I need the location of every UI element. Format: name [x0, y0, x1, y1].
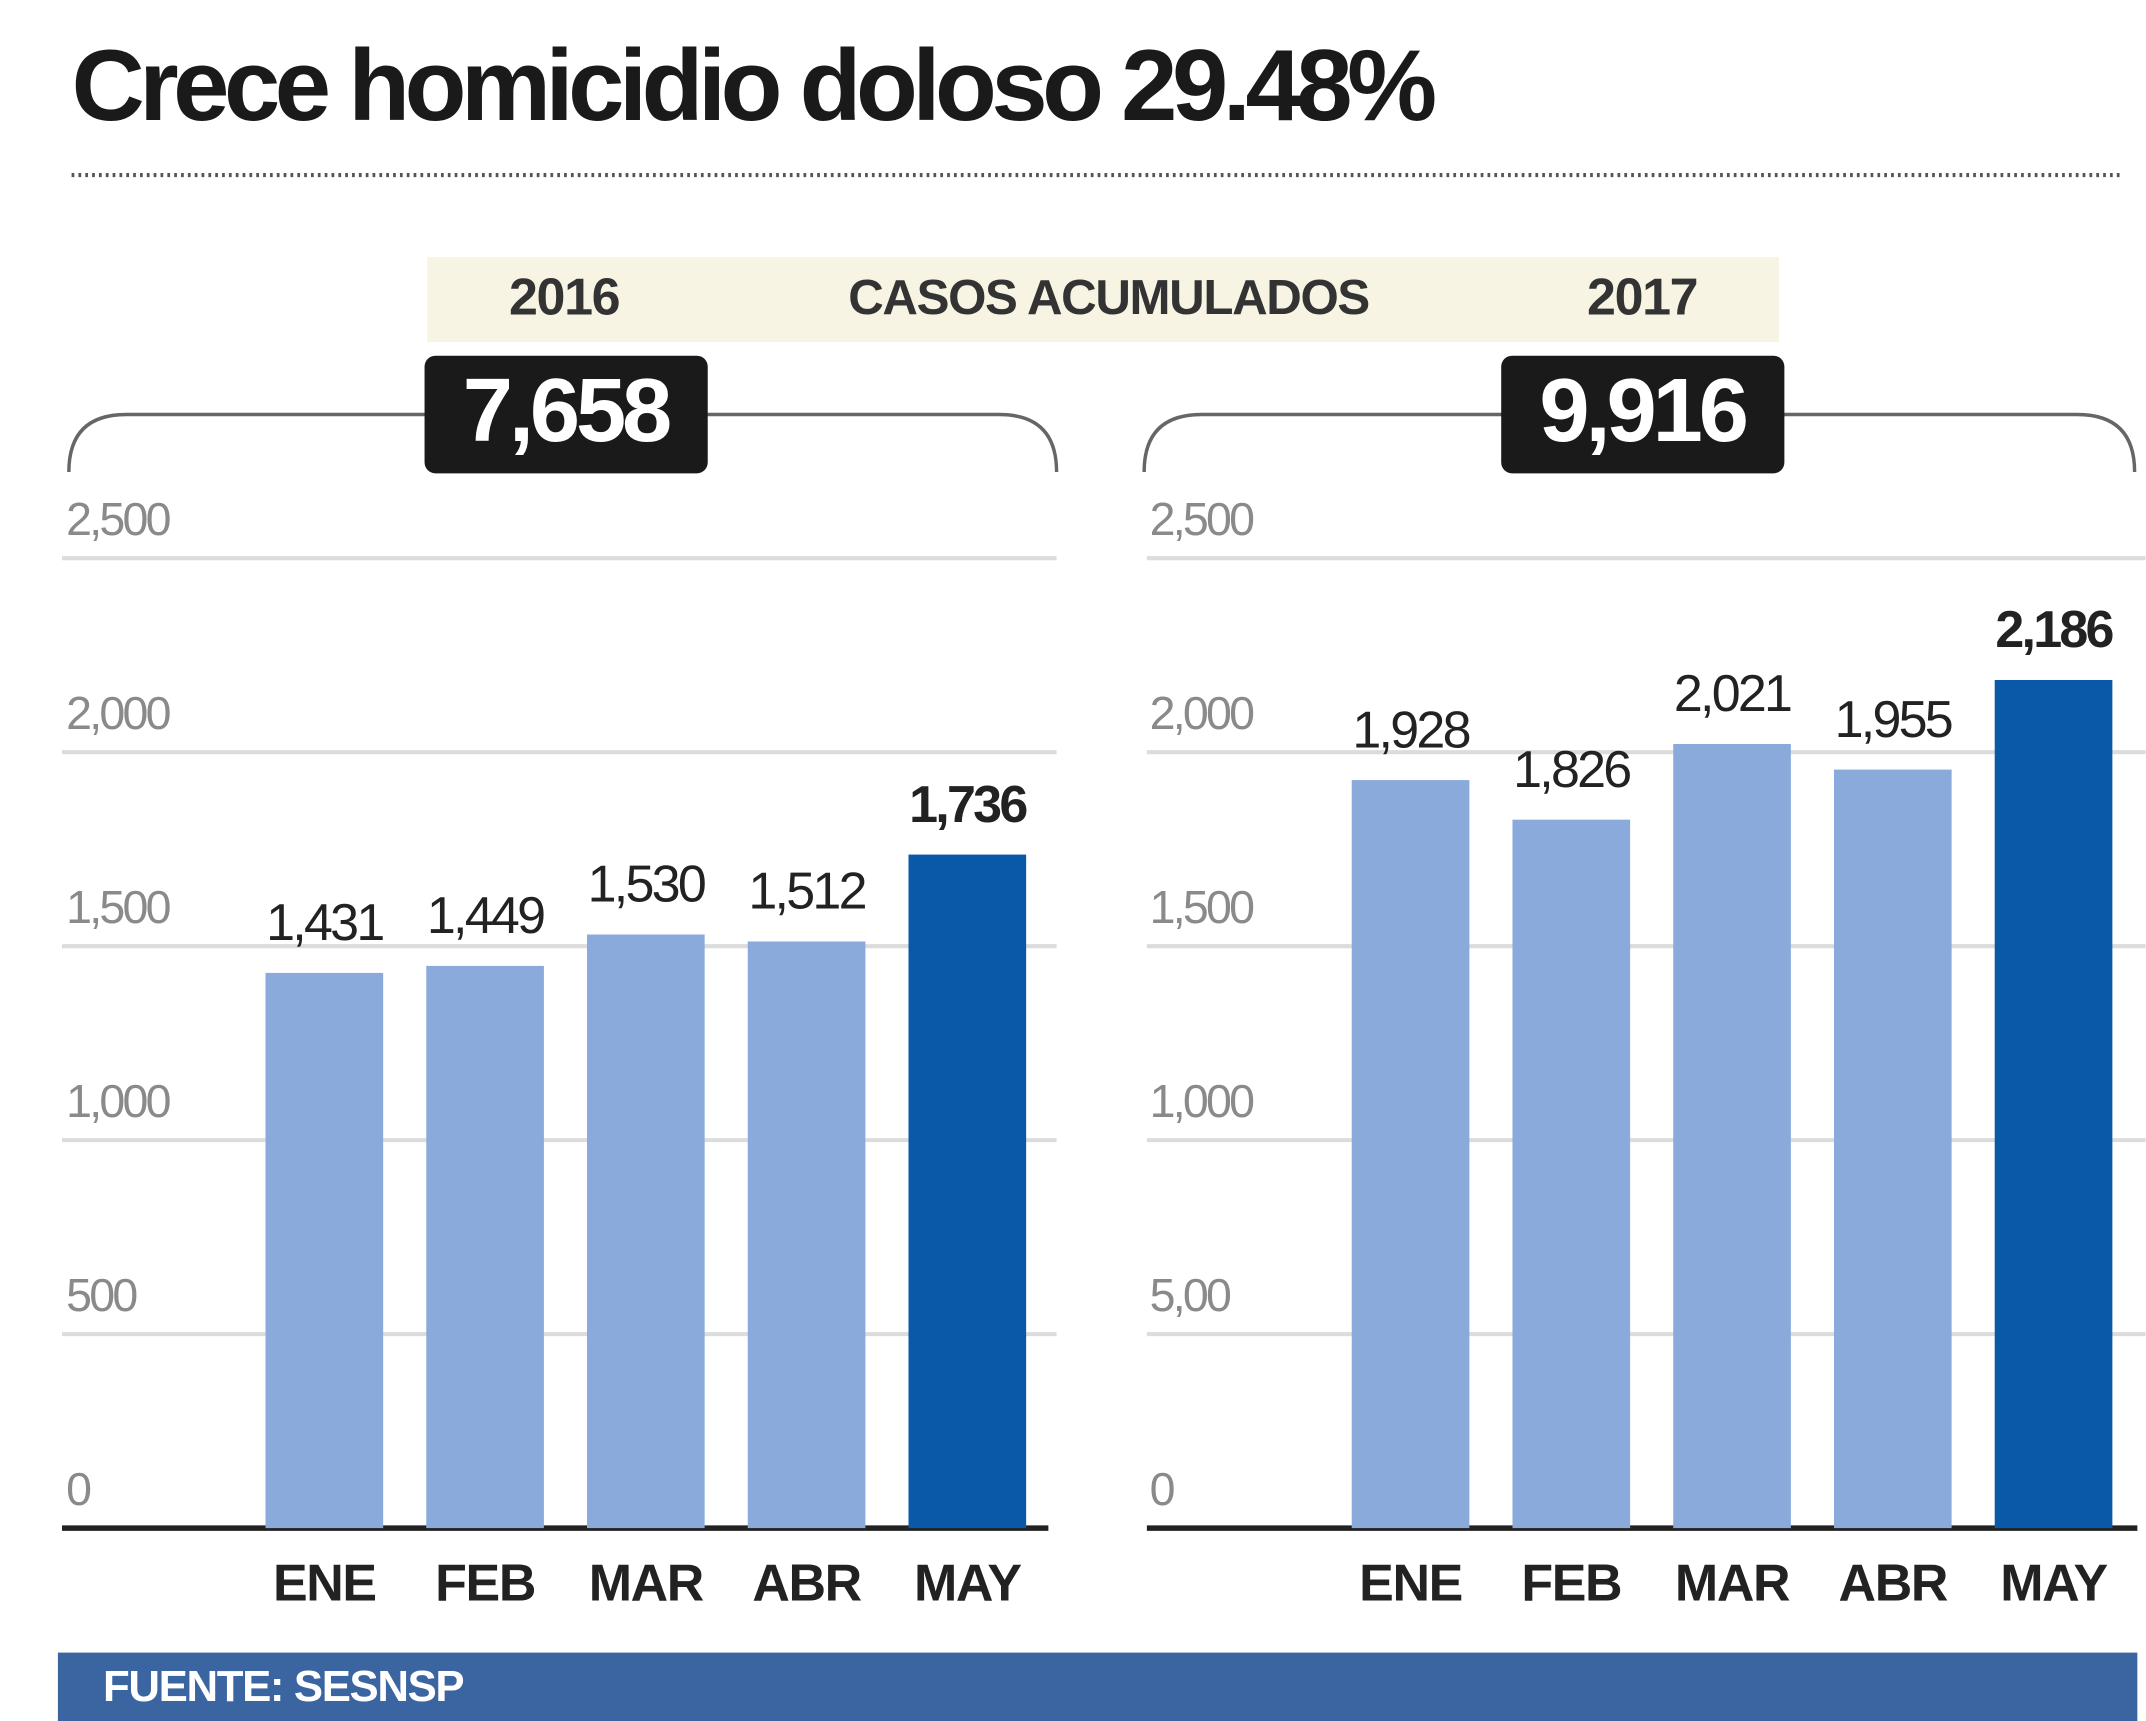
x-tick-label: MAR	[589, 1555, 704, 1613]
y-tick-label: 1,500	[1150, 881, 1255, 933]
value-label: 1,736	[909, 776, 1027, 834]
value-label: 2,021	[1674, 665, 1791, 723]
y-tick-label: 0	[1150, 1463, 1175, 1515]
bar	[1994, 679, 2113, 1529]
y-tick-label: 0	[66, 1463, 91, 1515]
x-tick-label: ENE	[273, 1555, 376, 1613]
y-tick-label: 5,00	[1150, 1269, 1231, 1321]
x-tick-label: ABR	[1839, 1555, 1948, 1613]
header-band	[427, 257, 1779, 343]
x-tick-label: MAR	[1675, 1555, 1790, 1613]
total-box	[424, 355, 708, 474]
bar	[587, 934, 705, 1529]
bar	[908, 854, 1027, 1529]
footer-band	[57, 1652, 2138, 1721]
bar	[426, 965, 544, 1529]
y-tick-label: 2,500	[66, 493, 171, 545]
year-label: 2017	[1587, 269, 1697, 327]
value-label: 1,826	[1513, 741, 1630, 799]
x-tick-label: ABR	[752, 1555, 861, 1613]
bar	[1351, 780, 1470, 1529]
bar	[1512, 819, 1631, 1529]
bar	[747, 941, 866, 1529]
y-tick-label: 2,000	[1150, 687, 1255, 739]
bar	[1833, 769, 1952, 1529]
x-tick-label: MAY	[2000, 1555, 2107, 1613]
bar	[265, 972, 384, 1529]
x-tick-label: MAY	[914, 1555, 1021, 1613]
x-tick-label: ENE	[1359, 1555, 1462, 1613]
year-label: 2016	[509, 269, 620, 327]
bar	[1673, 744, 1791, 1529]
total-label: 9,916	[1539, 360, 1745, 461]
y-tick-label: 500	[66, 1269, 137, 1321]
value-label: 1,512	[748, 863, 865, 921]
value-label: 1,530	[588, 856, 705, 914]
total-box	[1501, 355, 1785, 474]
y-tick-label: 1,000	[66, 1075, 171, 1127]
y-tick-label: 1,000	[1150, 1075, 1255, 1127]
x-tick-label: FEB	[435, 1555, 535, 1613]
y-tick-label: 2,000	[66, 687, 171, 739]
title: Crece homicidio doloso 29.48%	[72, 29, 1436, 142]
header-label: CASOS ACUMULADOS	[848, 270, 1369, 325]
total-label: 7,658	[463, 360, 670, 461]
value-label: 2,186	[1995, 601, 2113, 659]
value-label: 1,449	[427, 887, 544, 945]
x-tick-label: FEB	[1521, 1555, 1621, 1613]
value-label: 1,431	[266, 894, 383, 952]
value-label: 1,928	[1352, 701, 1469, 759]
y-tick-label: 2,500	[1150, 493, 1255, 545]
value-label: 1,955	[1835, 691, 1952, 749]
source: FUENTE: SESNSP	[103, 1662, 463, 1711]
y-tick-label: 1,500	[66, 881, 171, 933]
